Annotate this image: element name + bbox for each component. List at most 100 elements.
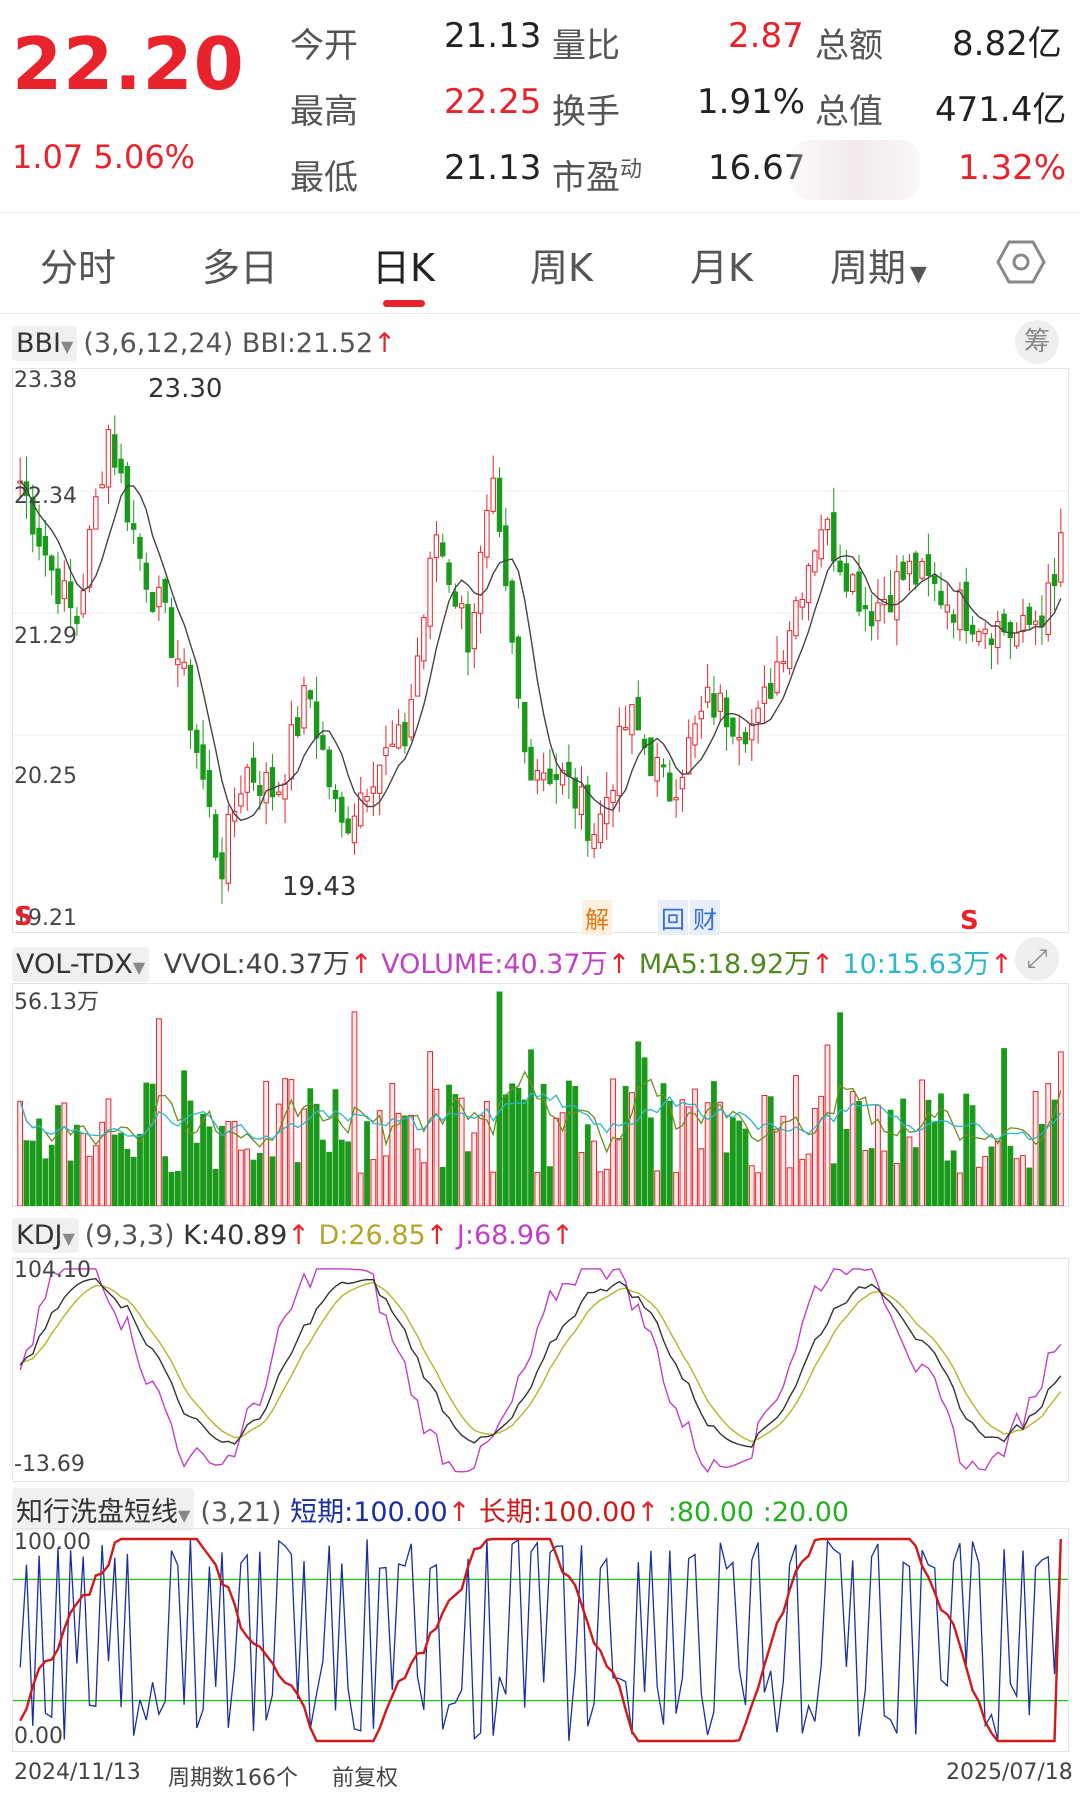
pe-label: 市盈动 (552, 157, 643, 198)
volume-bar (364, 1121, 370, 1206)
volume-bar (143, 1082, 150, 1206)
volume-bar (130, 1156, 137, 1206)
candle-body (408, 699, 414, 738)
volume-bar (654, 1170, 661, 1206)
volume-bar (389, 1082, 396, 1206)
tab-multi-day[interactable]: 多日 (202, 246, 279, 290)
candle-body (868, 611, 875, 627)
candle-body (736, 737, 742, 741)
kdj-params: (9,3,3) (84, 1220, 175, 1251)
kdj-indicator-row: KDJ▼ (9,3,3) K:40.89↑ D:26.85↑ J:68.96↑ (0, 1218, 1080, 1253)
kdj-indicator-selector[interactable]: KDJ▼ (12, 1218, 79, 1253)
candle-body (99, 484, 105, 489)
volume-bar (313, 1103, 320, 1206)
settings-hexagon-icon[interactable] (996, 237, 1046, 291)
chevron-down-icon: ▼ (62, 1229, 75, 1248)
volume-bar (357, 1172, 364, 1206)
volume-bar (338, 1139, 345, 1206)
volume-bar (118, 1132, 124, 1206)
volume-bar (1026, 1167, 1033, 1206)
volume-bar (414, 1148, 421, 1206)
volume-bar (502, 1094, 509, 1206)
zx-indicator-row: 知行洗盘短线▼ (3,21) 短期:100.00↑ 长期:100.00↑ :80.… (0, 1488, 1080, 1531)
tab-monthly-k[interactable]: 月K (690, 246, 753, 290)
volume-bar (774, 1128, 780, 1206)
tab-weekly-k[interactable]: 周K (530, 246, 593, 290)
tab-intraday[interactable]: 分时 (40, 246, 117, 290)
volume-bar (830, 1163, 837, 1206)
expand-icon[interactable]: ⤢ (1015, 937, 1059, 981)
candle-body (856, 571, 862, 612)
period-count: 周期数166个 (168, 1766, 298, 1791)
volume-bar (755, 1172, 761, 1206)
zx-chart[interactable] (13, 1529, 1068, 1751)
candle-body (269, 767, 276, 798)
volume-bar (193, 1142, 200, 1206)
volume-bar (666, 1100, 673, 1206)
candle-body (67, 581, 74, 609)
candle-body (540, 772, 547, 781)
candle-body (786, 630, 793, 669)
volume-bar (793, 1075, 799, 1206)
kdj-chart[interactable] (13, 1259, 1068, 1481)
volume-bar (679, 1099, 686, 1206)
zx-axis-top: 100.00 (14, 1530, 91, 1555)
long-label: 长期: (478, 1497, 543, 1528)
buyback-event-badge[interactable]: 回 (658, 900, 688, 935)
chevron-down-icon: ▼ (178, 1506, 191, 1525)
candle-body (761, 686, 768, 704)
volume-bar (622, 1085, 629, 1206)
low-label: 最低 (290, 158, 358, 198)
volume-bar (805, 1153, 812, 1206)
candle-body (723, 697, 730, 728)
candle-body (969, 624, 976, 635)
volume-bar (36, 1118, 42, 1206)
volume-bar (717, 1101, 724, 1206)
volume-bar (345, 1141, 352, 1206)
volume-ma5-line (19, 1070, 1062, 1154)
vol-indicator-selector[interactable]: VOL-TDX▼ (12, 947, 150, 982)
candle-body (307, 690, 313, 700)
volume-bar (282, 1078, 288, 1206)
candle-body (93, 496, 99, 530)
volume-bar (925, 1099, 932, 1206)
tab-period-dropdown[interactable]: 周期 ▼ (830, 246, 927, 290)
candle-body (313, 701, 320, 739)
volume-bar (307, 1088, 314, 1206)
candle-body (522, 702, 528, 753)
chip-distribution-button[interactable]: 筹 (1015, 320, 1059, 364)
zx-indicator-selector[interactable]: 知行洗盘短线▼ (12, 1488, 195, 1531)
pe-superscript: 动 (620, 157, 643, 183)
tab-daily-k[interactable]: 日K (372, 246, 435, 290)
volume-bar (723, 1152, 730, 1206)
volume-bar (458, 1097, 465, 1206)
candle-body (591, 834, 597, 849)
volume-bar (893, 1162, 900, 1206)
volume-bar (483, 1101, 490, 1206)
volume-bar (92, 1145, 99, 1206)
volume-value: 40.37万 (503, 949, 608, 980)
volume-bar (490, 1171, 497, 1206)
pe-value: 16.67 (708, 148, 806, 188)
volume-bar (263, 1080, 270, 1206)
volume-label: VOLUME: (381, 949, 504, 980)
candle-body (389, 743, 395, 747)
candle-body (925, 554, 932, 577)
volume-bar (269, 1156, 276, 1206)
volume-bar (931, 1121, 938, 1206)
volume-bar (641, 1057, 648, 1206)
bbi-indicator-selector[interactable]: BBI▼ (12, 326, 78, 361)
candle-body (339, 796, 345, 823)
candle-body (629, 704, 635, 736)
unlock-event-badge[interactable]: 解 (582, 900, 612, 935)
market-cap-value: 471.4亿 (935, 90, 1067, 130)
financial-event-badge[interactable]: 财 (690, 900, 720, 935)
volume-bar (1039, 1123, 1045, 1206)
kline-chart[interactable] (13, 369, 1068, 932)
volume-chart[interactable] (13, 984, 1068, 1206)
candle-body (755, 707, 761, 723)
adjust-mode[interactable]: 前复权 (332, 1766, 399, 1791)
line80-label: :80.00 (667, 1497, 755, 1528)
volume-bar (982, 1156, 989, 1206)
volume-bar (938, 1093, 944, 1206)
